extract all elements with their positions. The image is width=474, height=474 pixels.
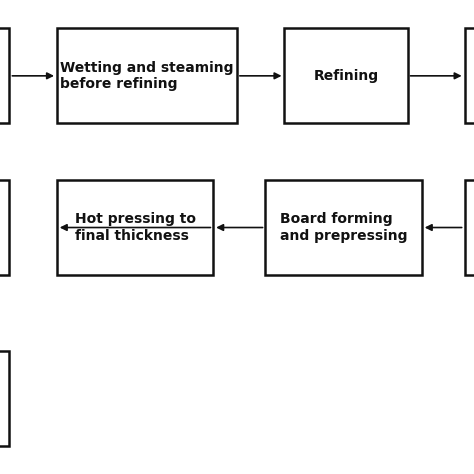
Bar (57, 28, 237, 123)
Bar (265, 180, 422, 275)
Bar (465, 180, 474, 275)
Bar (0, 28, 9, 123)
Bar (0, 180, 9, 275)
Bar (57, 180, 213, 275)
Bar (465, 28, 474, 123)
Text: Hot pressing to
final thickness: Hot pressing to final thickness (74, 212, 196, 243)
Bar (0, 351, 9, 446)
Text: Wetting and steaming
before refining: Wetting and steaming before refining (60, 61, 234, 91)
Bar (284, 28, 408, 123)
Text: Board forming
and prepressing: Board forming and prepressing (280, 212, 407, 243)
Text: Refining: Refining (313, 69, 379, 83)
